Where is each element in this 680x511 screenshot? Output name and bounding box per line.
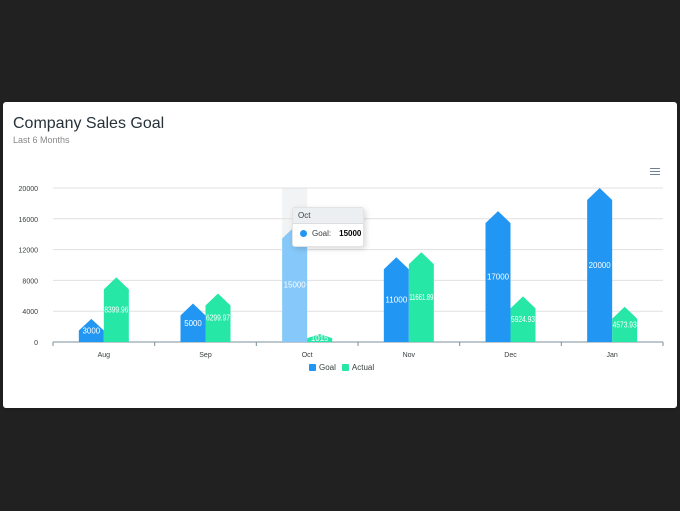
y-tick-label: 0 [34, 340, 38, 347]
hamburger-menu-icon[interactable] [650, 168, 660, 176]
tooltip-series-label: Goal: [312, 229, 332, 238]
legend-item-goal[interactable]: Goal [309, 363, 336, 372]
chart-legend: Goal Actual [309, 363, 374, 372]
legend-marker-actual [341, 364, 349, 371]
x-tick-label: Aug [98, 352, 111, 359]
y-tick-label: 20000 [19, 186, 39, 193]
data-label-goal: 17000 [487, 273, 510, 282]
bar-goal [485, 211, 511, 342]
data-label-actual: 1015 [311, 334, 329, 343]
x-tick-label: Oct [302, 352, 313, 359]
tooltip-value: 15000 [339, 229, 362, 238]
x-tick-label: Nov [403, 352, 416, 359]
y-tick-label: 16000 [19, 217, 39, 224]
x-tick-label: Sep [199, 352, 212, 359]
chart-card: Company Sales Goal Last 6 Months 0 4000 80… [3, 102, 677, 408]
bar-goal [78, 318, 104, 342]
legend-marker-goal [309, 364, 316, 371]
data-label-actual: 4573.93 [613, 320, 637, 329]
bar-goal [587, 188, 613, 342]
data-label-actual: 11661.89 [409, 293, 433, 302]
x-tick-label: Dec [504, 352, 517, 359]
data-label-goal: 5000 [184, 319, 202, 328]
bar-actual [307, 334, 333, 342]
y-tick-label: 12000 [19, 248, 39, 255]
bar-goal [180, 303, 206, 342]
data-label-goal: 11000 [385, 296, 408, 305]
bar-actual [510, 296, 536, 342]
tooltip-series-marker [300, 230, 307, 237]
legend-item-actual[interactable]: Actual [341, 363, 375, 372]
bar-actual [612, 306, 638, 342]
bar-goal [282, 226, 308, 342]
data-label-goal: 3000 [83, 326, 101, 335]
chart-subtitle: Last 6 Months [13, 135, 70, 145]
y-tick-label: 8000 [22, 278, 38, 285]
chart-tooltip: Oct Goal: 15000 [292, 207, 364, 247]
bar-goal [383, 257, 409, 342]
data-label-goal: 15000 [284, 280, 307, 289]
legend-label-goal: Goal [319, 363, 336, 372]
chart-title: Company Sales Goal [13, 115, 165, 132]
tooltip-row: Goal: 15000 [293, 224, 363, 238]
data-label-goal: 20000 [589, 261, 612, 270]
bar-actual [408, 252, 434, 342]
data-label-actual: 6299.97 [206, 314, 230, 323]
data-label-actual: 8399.96 [104, 306, 128, 315]
y-tick-label: 4000 [22, 309, 38, 316]
bar-actual [103, 277, 129, 342]
bar-actual [205, 293, 231, 342]
legend-label-actual: Actual [351, 363, 375, 372]
x-tick-label: Jan [607, 352, 618, 359]
data-label-actual: 5924.93 [511, 315, 535, 324]
tooltip-title: Oct [293, 208, 363, 224]
